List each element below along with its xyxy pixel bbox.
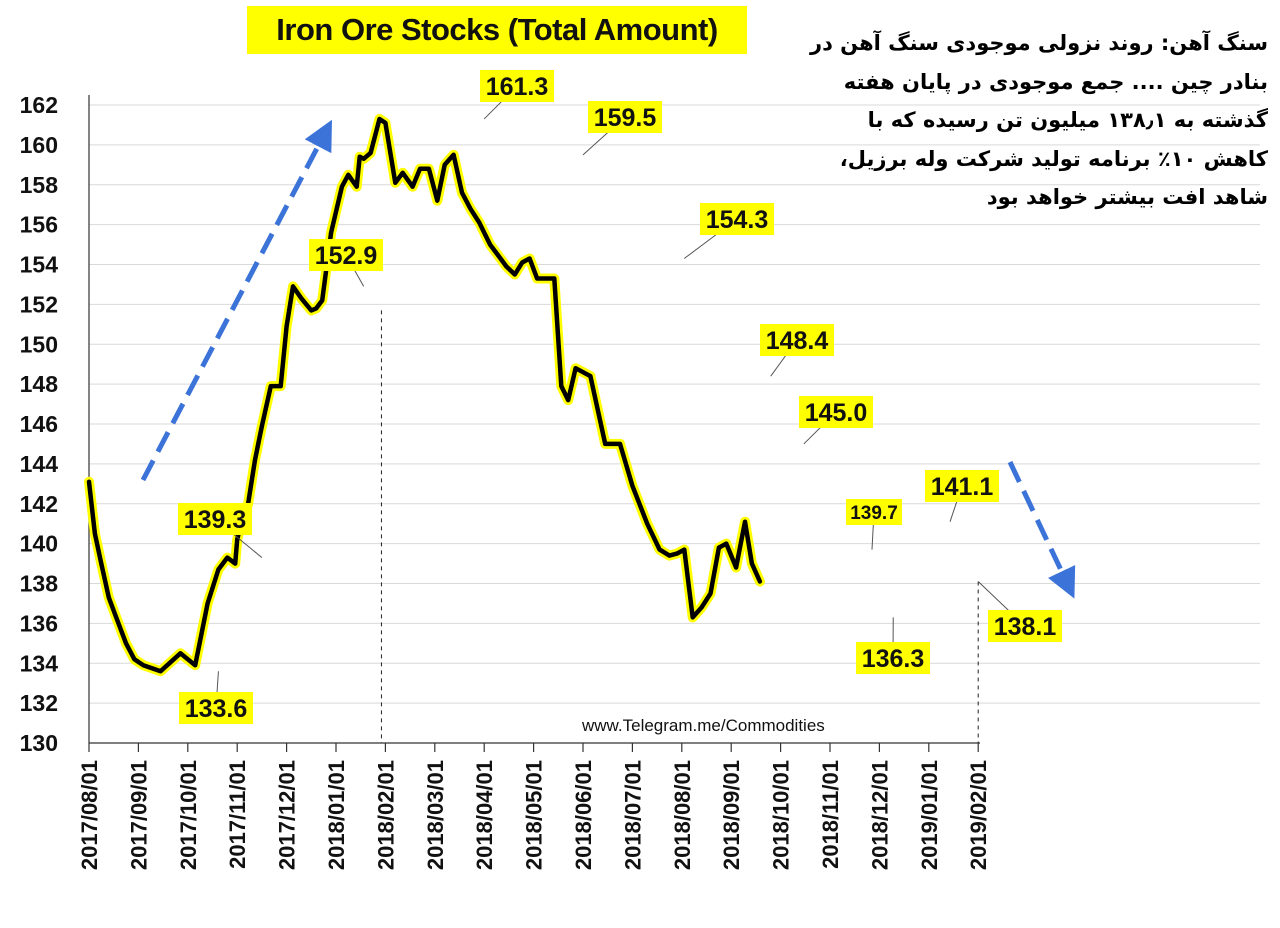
callout-box	[309, 239, 383, 271]
y-tick-label: 162	[20, 92, 58, 118]
y-tick-label: 160	[20, 132, 58, 158]
callout-label: 161.3	[486, 73, 549, 101]
callout-label: 152.9	[315, 242, 378, 270]
y-tick-label: 142	[20, 491, 58, 517]
x-tick-label: 2018/11/01	[818, 760, 843, 869]
callout-label: 148.4	[766, 327, 829, 355]
y-tick-label: 156	[20, 212, 58, 238]
x-tick-label: 2019/02/01	[966, 760, 991, 870]
callout-label: 133.6	[185, 695, 248, 723]
source-url: www.Telegram.me/Commodities	[582, 716, 825, 735]
callout-box	[846, 499, 902, 525]
grid-lines	[88, 95, 1260, 752]
x-tick-label: 2018/04/01	[472, 760, 497, 870]
x-axis-tick-labels: 2017/08/01 2017/09/01 2017/10/01 2017/11/01…	[77, 760, 991, 870]
chart-title-box: Iron Ore Stocks (Total Amount)	[247, 6, 747, 54]
callout-box	[179, 692, 253, 724]
x-tick-label: 2018/02/01	[373, 760, 398, 870]
y-tick-label: 150	[20, 331, 58, 357]
x-tick-label: 2018/07/01	[620, 760, 645, 870]
y-tick-label: 146	[20, 411, 58, 437]
y-tick-label: 138	[20, 571, 59, 597]
x-tick-label: 2017/11/01	[225, 760, 250, 869]
callout-box	[588, 101, 662, 133]
callout-label: 141.1	[931, 473, 994, 501]
y-tick-label: 132	[20, 690, 58, 716]
chart-title: Iron Ore Stocks (Total Amount)	[276, 12, 718, 47]
callout-label: 139.3	[184, 506, 247, 534]
callout-label: 138.1	[994, 613, 1057, 641]
y-tick-label: 144	[20, 451, 59, 477]
x-tick-label: 2018/03/01	[423, 760, 448, 870]
y-tick-label: 130	[20, 730, 58, 756]
callout-box	[178, 503, 252, 535]
x-tick-label: 2018/08/01	[670, 760, 695, 870]
callout-box	[925, 470, 999, 502]
y-tick-label: 158	[20, 172, 59, 198]
callout-box	[988, 610, 1062, 642]
callout-label: 145.0	[805, 399, 868, 427]
x-tick-label: 2017/12/01	[275, 760, 300, 870]
x-tick-label: 2017/10/01	[176, 760, 201, 870]
x-tick-label: 2018/06/01	[571, 760, 596, 870]
dashed-guide-lines	[380, 310, 979, 743]
up-trend-arrow	[140, 119, 332, 482]
x-tick-label: 2018/05/01	[522, 760, 547, 870]
down-trend-arrow	[1007, 460, 1076, 599]
y-tick-label: 152	[20, 291, 58, 317]
value-callouts: 133.6 139.3 152.9 161.3 159.5 154.3 148.4 145.0…	[178, 70, 1062, 724]
series-line	[86, 116, 763, 674]
y-tick-label: 148	[20, 371, 59, 397]
callout-box	[856, 642, 930, 674]
y-tick-label: 154	[20, 252, 59, 278]
x-tick-label: 2019/01/01	[917, 760, 942, 870]
stock-series-line	[84, 114, 765, 677]
y-tick-label: 136	[20, 610, 58, 636]
x-tick-label: 2017/09/01	[126, 760, 151, 870]
x-tick-label: 2017/08/01	[77, 760, 102, 870]
x-tick-label: 2018/12/01	[867, 760, 892, 870]
y-axis-tick-labels: 130 132 134 136 138 140 142 144 146 148 150 152 154 1…	[20, 92, 59, 756]
callout-label: 139.7	[850, 503, 898, 524]
callout-box	[799, 396, 873, 428]
trend-arrows	[140, 119, 1076, 599]
y-tick-label: 140	[20, 531, 58, 557]
x-tick-label: 2018/01/01	[324, 760, 349, 870]
callout-label: 159.5	[594, 104, 657, 132]
persian-annotation: سنگ آهن: روند نزولی موجودی سنگ آهن در بن…	[810, 31, 1268, 209]
x-tick-label: 2018/10/01	[769, 760, 794, 870]
callout-box	[700, 203, 774, 235]
x-tick-label: 2018/09/01	[719, 760, 744, 870]
callout-label: 154.3	[706, 206, 769, 234]
y-tick-label: 134	[20, 650, 59, 676]
callout-box	[760, 324, 834, 356]
callout-label: 136.3	[862, 645, 925, 673]
callout-box	[480, 70, 554, 102]
